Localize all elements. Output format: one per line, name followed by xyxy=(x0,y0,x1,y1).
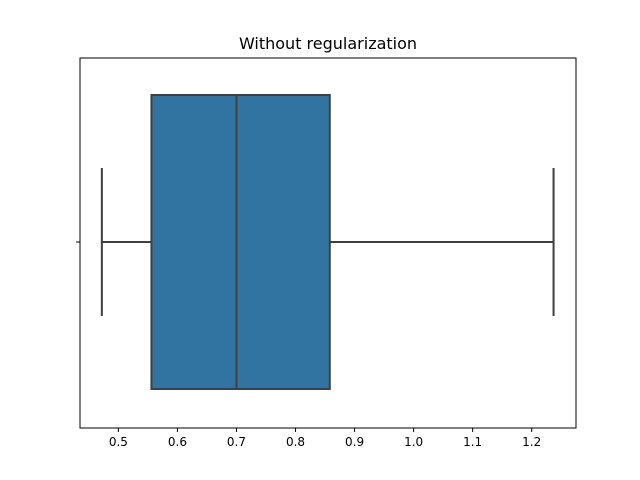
x-tick-label: 1.1 xyxy=(463,435,482,449)
x-tick-label: 1.0 xyxy=(404,435,423,449)
plot-area xyxy=(79,57,577,429)
x-tick-label: 0.8 xyxy=(286,435,305,449)
x-tick-label: 0.7 xyxy=(227,435,246,449)
x-tick-label: 0.5 xyxy=(109,435,128,449)
interquartile-box xyxy=(150,94,331,390)
x-tick-label: 1.2 xyxy=(522,435,541,449)
box-group xyxy=(100,94,555,390)
x-tick-label: 0.6 xyxy=(168,435,187,449)
chart-title: Without regularization xyxy=(239,34,417,53)
x-tick-label: 0.9 xyxy=(345,435,364,449)
x-axis-ticks: 0.5 0.6 0.7 0.8 0.9 1.0 1.1 1.2 xyxy=(109,428,541,449)
